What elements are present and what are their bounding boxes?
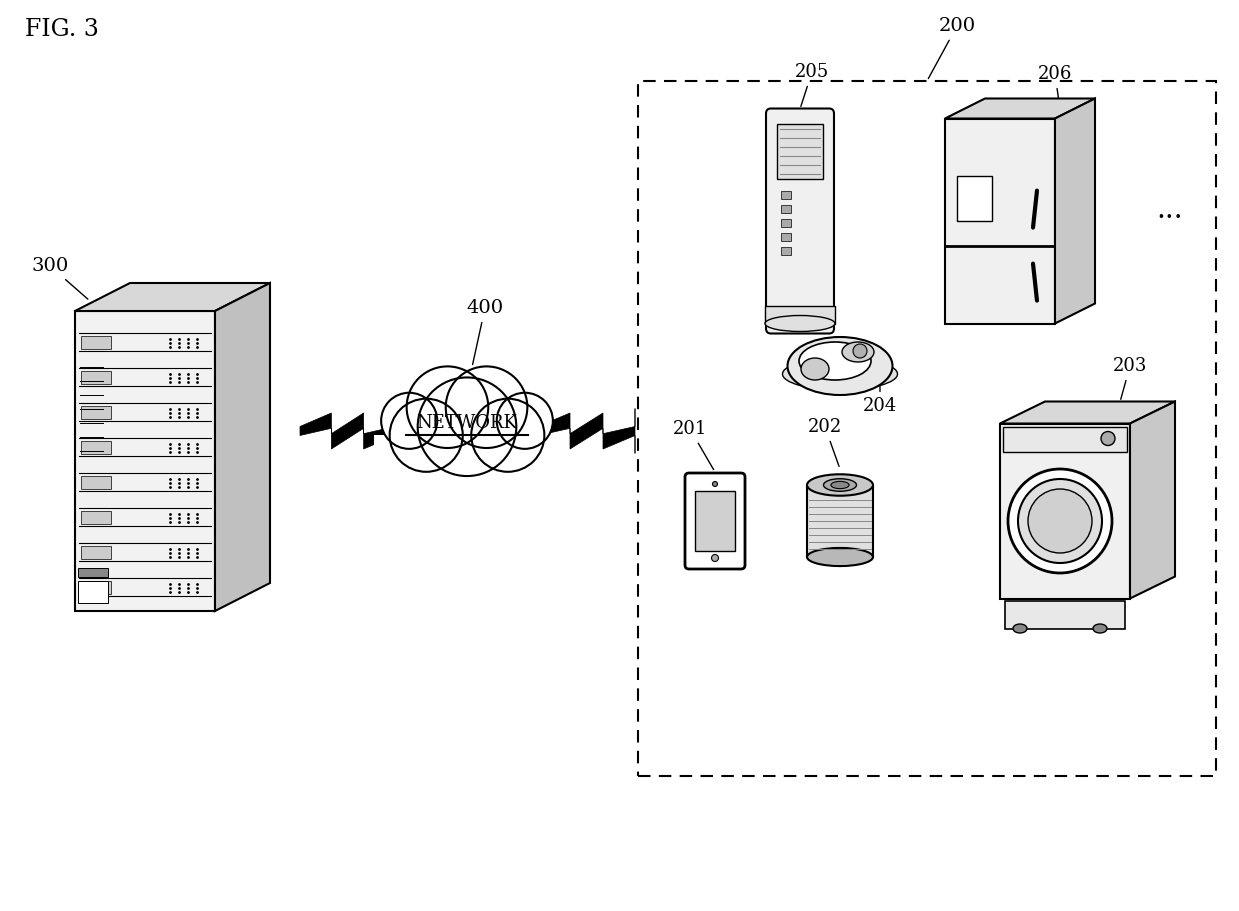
Bar [777,124,823,179]
Circle shape [1009,469,1111,573]
Bar [764,305,835,323]
Circle shape [418,377,517,476]
Ellipse shape [800,358,829,380]
Text: 300: 300 [31,257,88,299]
Circle shape [1018,479,1101,563]
Polygon shape [216,283,270,611]
Polygon shape [76,283,270,311]
Polygon shape [1000,402,1175,424]
Circle shape [711,555,719,561]
Bar [81,406,112,419]
Polygon shape [945,98,1095,118]
Polygon shape [1054,98,1095,323]
Polygon shape [76,311,216,611]
Text: ...: ... [1157,198,1183,224]
Text: 202: 202 [808,418,843,466]
Bar [81,336,112,349]
Ellipse shape [843,342,873,362]
Bar [81,371,112,384]
Circle shape [382,393,437,449]
FancyBboxPatch shape [638,81,1215,776]
Ellipse shape [788,337,892,395]
Bar [81,476,112,489]
Text: 200: 200 [928,17,975,78]
Bar [81,511,112,524]
Ellipse shape [1014,624,1027,633]
Circle shape [406,366,488,448]
Ellipse shape [807,475,873,496]
Bar [781,219,790,227]
Bar [1004,426,1127,452]
Circle shape [1101,432,1115,445]
Text: 205: 205 [795,63,829,107]
Polygon shape [945,118,1054,323]
Bar [373,435,560,482]
Bar [78,568,108,577]
Bar [81,546,112,559]
Bar [1005,600,1125,629]
Ellipse shape [807,548,873,566]
FancyBboxPatch shape [766,108,834,333]
Circle shape [712,482,717,486]
Ellipse shape [824,478,856,491]
Circle shape [446,366,528,448]
Circle shape [497,393,553,449]
Bar [957,176,992,220]
Bar [81,441,112,454]
Text: 206: 206 [1038,65,1072,107]
Text: 203: 203 [1113,357,1147,399]
Text: 204: 204 [862,357,897,415]
Bar [781,247,790,254]
Ellipse shape [783,358,897,390]
Circle shape [1028,489,1092,553]
Bar [781,204,790,212]
Text: 400: 400 [466,299,503,364]
Polygon shape [1000,424,1130,599]
Bar [695,491,735,551]
Bar [781,190,790,199]
Circle shape [389,399,462,472]
Circle shape [471,399,544,472]
Ellipse shape [831,481,849,488]
Circle shape [852,344,867,358]
Ellipse shape [799,342,871,380]
Bar [81,581,112,594]
Polygon shape [300,408,395,454]
Bar [807,485,873,557]
Text: 201: 201 [673,420,714,469]
Bar [78,581,108,603]
Polygon shape [1130,402,1175,599]
FancyBboxPatch shape [685,473,745,569]
Text: FIG. 3: FIG. 3 [25,18,99,41]
Text: NETWORK: NETWORK [416,414,518,432]
Bar [781,232,790,241]
Ellipse shape [764,315,835,332]
Ellipse shape [1093,624,1106,633]
Polygon shape [538,408,636,454]
